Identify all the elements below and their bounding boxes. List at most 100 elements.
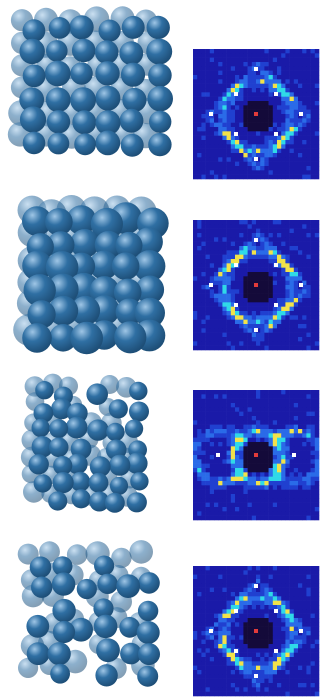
particle (44, 60, 71, 87)
particle (48, 295, 79, 326)
particle (69, 617, 93, 642)
particle (65, 416, 88, 439)
particle (66, 544, 88, 565)
bragg-spot (274, 92, 278, 96)
row-1 (0, 0, 321, 180)
particle (115, 231, 143, 259)
bragg-spot (274, 132, 278, 136)
particle (31, 576, 53, 598)
bragg-spot (254, 67, 258, 71)
particle (120, 642, 142, 665)
pattern-pixels (193, 566, 320, 697)
particle (137, 665, 159, 687)
bragg-spot (234, 92, 238, 96)
particle-cluster-2 (13, 195, 169, 355)
particle (51, 572, 76, 596)
particle (69, 15, 94, 40)
particle (47, 273, 79, 305)
bragg-spot (234, 132, 238, 136)
particle (45, 208, 73, 236)
particle (120, 133, 144, 157)
particle (111, 252, 140, 280)
bragg-spot (234, 609, 238, 613)
particle (119, 108, 144, 133)
particle (135, 275, 165, 304)
bragg-spot (274, 609, 278, 613)
pattern-pixels (193, 49, 320, 180)
bragg-spot (216, 453, 220, 457)
particle (48, 17, 71, 39)
bragg-spot (254, 328, 258, 332)
particle (52, 598, 76, 623)
particle (28, 454, 49, 475)
particle (124, 419, 144, 438)
particle (109, 454, 131, 476)
central-peak (254, 112, 258, 116)
particle (47, 231, 75, 259)
diffraction-pattern-4 (193, 566, 320, 697)
particle (93, 598, 114, 619)
bragg-spot (234, 303, 238, 307)
particle (49, 419, 69, 439)
particle (95, 664, 118, 687)
particle (96, 638, 120, 663)
diffraction-pattern-2 (193, 220, 320, 351)
particle (46, 40, 68, 62)
particle (121, 15, 145, 39)
particle (70, 62, 93, 85)
particle (70, 87, 96, 113)
particle (52, 472, 74, 494)
particle (126, 492, 147, 513)
bragg-spot (254, 157, 258, 161)
particle (48, 491, 68, 511)
particle (94, 555, 115, 576)
particle (70, 229, 100, 258)
bragg-spot (299, 112, 303, 116)
diffraction-pattern-1 (193, 49, 320, 180)
particle (146, 15, 170, 40)
bragg-spot (274, 263, 278, 267)
particle-cluster-4 (17, 540, 160, 687)
particle (138, 572, 160, 594)
particle (48, 437, 69, 458)
diffraction-pattern-3 (193, 390, 320, 521)
particle (22, 323, 52, 353)
particle (148, 132, 172, 157)
particle (33, 403, 54, 423)
particle (49, 324, 77, 352)
particle (93, 614, 118, 639)
particle (52, 556, 73, 577)
particle (137, 600, 159, 622)
bragg-spot (234, 263, 238, 267)
bragg-spot (274, 303, 278, 307)
particle (129, 401, 149, 422)
particle (31, 436, 54, 458)
bragg-spot (299, 283, 303, 287)
bragg-spot (274, 649, 278, 653)
particle (95, 85, 121, 111)
particle (22, 19, 46, 43)
particle (111, 547, 132, 569)
particle (33, 474, 52, 493)
particle (50, 663, 70, 684)
particle (52, 620, 76, 644)
particle (115, 298, 143, 326)
pattern-pixels (193, 390, 320, 521)
row-2 (0, 180, 321, 360)
row-3 (0, 360, 321, 540)
particle (74, 133, 96, 156)
particle (46, 110, 71, 134)
particle (67, 453, 88, 475)
particle (120, 62, 146, 87)
particle (19, 106, 47, 133)
particle (22, 131, 46, 155)
particle (119, 616, 141, 638)
particle (129, 381, 148, 401)
particle (133, 250, 166, 283)
particle (113, 278, 142, 307)
particle (26, 642, 50, 666)
particle (116, 574, 141, 598)
particle (119, 41, 144, 66)
particle (122, 87, 147, 112)
particle-cluster-3 (20, 373, 149, 513)
